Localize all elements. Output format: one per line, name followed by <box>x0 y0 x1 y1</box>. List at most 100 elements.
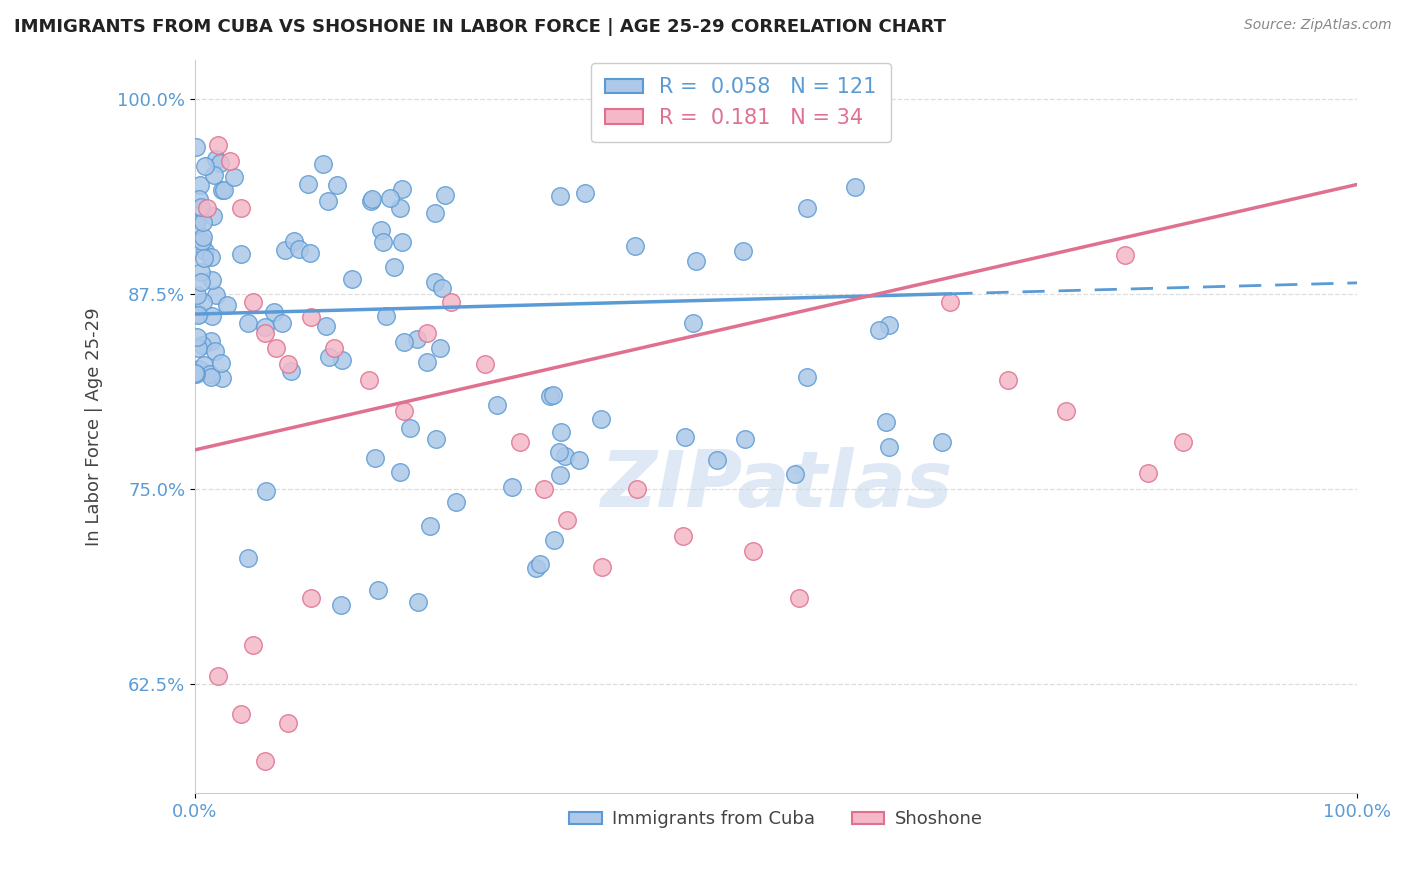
Point <box>204 344 226 359</box>
Point <box>787 591 810 606</box>
Point <box>263 305 285 319</box>
Point <box>685 253 707 268</box>
Point <box>184 367 207 381</box>
Point <box>997 373 1019 387</box>
Point <box>191 230 214 244</box>
Point <box>207 138 229 153</box>
Point <box>277 716 299 731</box>
Point <box>388 466 411 480</box>
Point <box>524 561 547 575</box>
Point <box>391 182 413 196</box>
Point <box>392 335 415 350</box>
Point <box>340 271 363 285</box>
Point <box>844 179 866 194</box>
Text: ZIPatlas: ZIPatlas <box>600 447 952 524</box>
Point <box>190 275 212 289</box>
Point <box>406 594 429 608</box>
Y-axis label: In Labor Force | Age 25-29: In Labor Force | Age 25-29 <box>86 307 103 546</box>
Point <box>280 364 302 378</box>
Point <box>186 217 208 231</box>
Point <box>207 669 229 683</box>
Point <box>423 206 446 220</box>
Point <box>330 352 353 367</box>
Point <box>193 215 215 229</box>
Point <box>271 316 294 330</box>
Point <box>312 156 335 170</box>
Point <box>405 332 427 346</box>
Point <box>939 294 962 309</box>
Point <box>543 533 565 547</box>
Point <box>200 309 222 323</box>
Point <box>264 342 287 356</box>
Point <box>391 235 413 249</box>
Point <box>205 153 228 167</box>
Point <box>367 582 389 597</box>
Point <box>200 334 222 348</box>
Point <box>434 187 457 202</box>
Point <box>673 430 696 444</box>
Point <box>439 294 461 309</box>
Point <box>205 288 228 302</box>
Point <box>242 294 264 309</box>
Point <box>254 319 277 334</box>
Point <box>214 184 236 198</box>
Point <box>236 551 259 566</box>
Point <box>360 194 382 208</box>
Point <box>188 192 211 206</box>
Point <box>1171 435 1194 450</box>
Point <box>218 154 240 169</box>
Point <box>550 425 572 440</box>
Point <box>568 453 591 467</box>
Point <box>548 468 571 483</box>
Point <box>198 368 221 382</box>
Point <box>229 247 252 261</box>
Point <box>195 201 218 215</box>
Point <box>485 398 508 412</box>
Point <box>242 638 264 652</box>
Point <box>554 449 576 463</box>
Point <box>370 223 392 237</box>
Point <box>1056 404 1078 418</box>
Point <box>548 445 571 459</box>
Point <box>188 362 211 376</box>
Point <box>875 415 897 429</box>
Point <box>389 201 412 215</box>
Point <box>371 235 394 250</box>
Point <box>318 350 340 364</box>
Point <box>201 210 224 224</box>
Point <box>392 404 415 418</box>
Point <box>193 251 215 265</box>
Point <box>879 440 901 454</box>
Point <box>186 330 208 344</box>
Point <box>200 370 222 384</box>
Point <box>538 389 561 403</box>
Point <box>193 358 215 372</box>
Point <box>187 341 209 355</box>
Point <box>361 192 384 206</box>
Point <box>191 337 214 351</box>
Point <box>254 483 277 498</box>
Point <box>877 318 900 333</box>
Point <box>1136 467 1159 481</box>
Point <box>193 295 215 310</box>
Point <box>474 357 496 371</box>
Point <box>315 318 337 333</box>
Point <box>184 140 207 154</box>
Point <box>783 467 806 482</box>
Point <box>533 482 555 496</box>
Point <box>682 317 704 331</box>
Point <box>231 706 253 721</box>
Point <box>796 370 818 384</box>
Point <box>190 200 212 214</box>
Legend: Immigrants from Cuba, Shoshone: Immigrants from Cuba, Shoshone <box>562 803 990 836</box>
Point <box>283 234 305 248</box>
Point <box>211 370 233 384</box>
Point <box>277 357 299 371</box>
Point <box>288 243 311 257</box>
Point <box>253 326 276 340</box>
Point <box>215 298 238 312</box>
Point <box>626 482 648 496</box>
Point <box>399 421 422 435</box>
Point <box>326 178 349 192</box>
Point <box>329 598 352 612</box>
